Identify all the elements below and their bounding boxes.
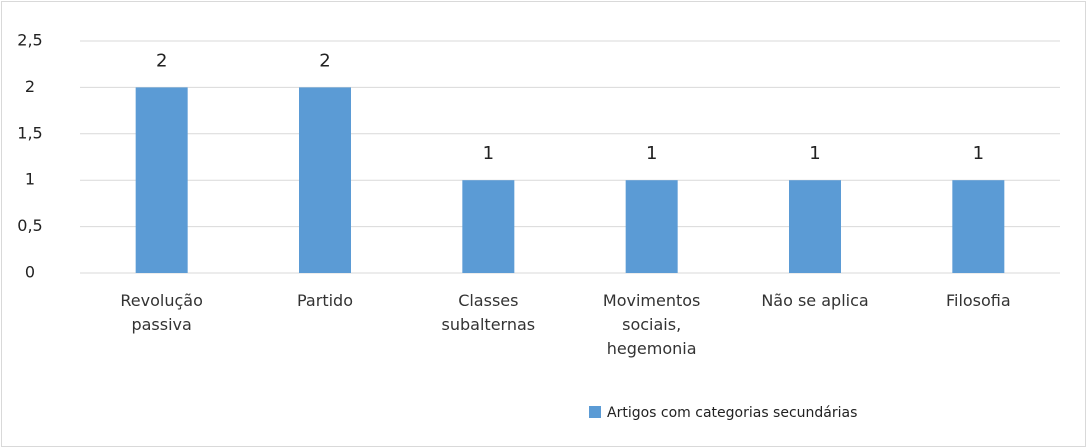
x-tick-label: Partido: [297, 291, 353, 310]
bar: [789, 180, 841, 273]
bar: [952, 180, 1005, 273]
data-label: 2: [319, 50, 330, 71]
y-tick-label: 2,5: [17, 31, 42, 50]
y-tick-label: 1,5: [17, 123, 42, 142]
data-label: 1: [483, 143, 494, 164]
legend-swatch: [589, 406, 601, 418]
legend-label: Artigos com categorias secundárias: [607, 405, 857, 421]
x-tick-label: Não se aplica: [761, 291, 869, 310]
x-tick-label: Filosofia: [945, 291, 1011, 310]
y-tick-label: 2: [25, 77, 35, 96]
data-label: 1: [809, 143, 820, 164]
bar: [299, 87, 351, 274]
x-tick-label: Classes subalternas: [441, 291, 536, 334]
bar: [462, 180, 515, 273]
data-label: 1: [646, 143, 657, 164]
y-tick-label: 0,5: [17, 216, 42, 235]
y-tick-label: 1: [25, 170, 35, 189]
data-label: 2: [156, 50, 167, 71]
x-tick-label: Revolução passiva: [120, 291, 203, 334]
data-label: 1: [973, 143, 984, 164]
bar: [135, 87, 188, 274]
x-tick-label: Movimentos sociais, hegemonia: [602, 291, 701, 358]
y-tick-label: 0: [25, 263, 35, 282]
bar: [625, 180, 678, 273]
